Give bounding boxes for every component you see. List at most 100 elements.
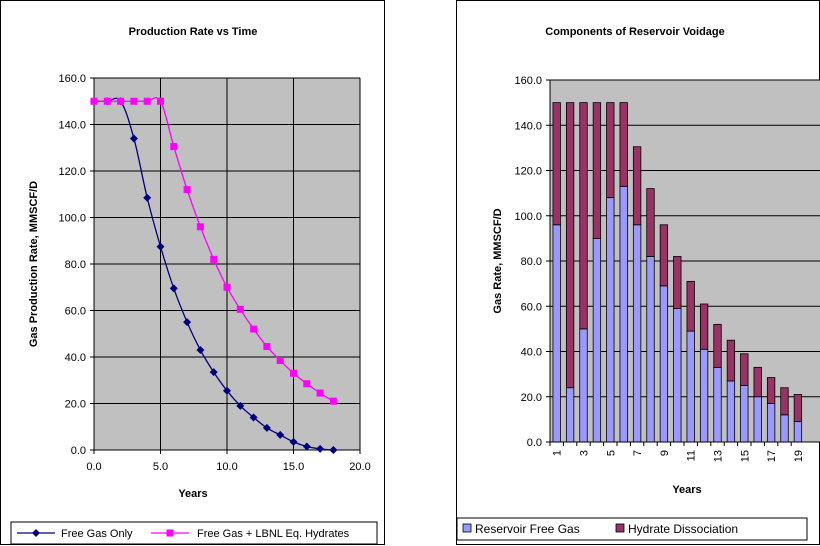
x-tick-label: 5.0 (153, 461, 168, 473)
legend-box (456, 517, 808, 541)
y-tick-label: 0.0 (527, 437, 542, 449)
data-point-series-2 (196, 223, 204, 231)
y-tick-label: 60.0 (521, 301, 542, 313)
legend: Reservoir Free Gas Hydrate Dissociation (462, 522, 738, 536)
x-tick-label: 7 (632, 450, 644, 456)
y-tick-label: 0.0 (71, 445, 86, 457)
data-point-series-2 (130, 97, 138, 105)
bar-free-gas (686, 330, 695, 443)
y-tick-label: 80.0 (65, 259, 86, 271)
bar-hydrate-dissociation (686, 280, 695, 332)
bar-hydrate-dissociation (740, 353, 749, 386)
series-group (90, 97, 338, 454)
bar-hydrate-dissociation (659, 224, 669, 287)
data-point-series-2 (236, 305, 244, 313)
legend-marker (166, 529, 174, 537)
data-point-series-1 (169, 284, 178, 293)
x-tick-label: 20.0 (349, 461, 370, 473)
bar-hydrate-dissociation (619, 102, 628, 187)
y-tick-label: 140.0 (514, 120, 542, 132)
x-tick-label: 5 (605, 450, 617, 456)
bar-free-gas (619, 185, 628, 443)
x-tick-labels: 1 3 5 7 9 11 13 15 17 19 (552, 450, 805, 462)
y-tick-label: 100.0 (58, 213, 86, 225)
bar-free-gas (740, 385, 749, 443)
data-point-series-2 (210, 255, 218, 263)
data-point-series-1 (249, 413, 258, 422)
line-chart-panel: Production Rate vs Time 0.0 20.0 40.0 60.0 8… (0, 0, 385, 545)
y-tick-label: 160.0 (58, 73, 86, 85)
bar-free-gas (780, 414, 789, 443)
bar-free-gas (766, 403, 776, 443)
x-tick-label: 0.0 (86, 461, 101, 473)
data-point-series-1 (129, 134, 138, 143)
data-point-series-2 (143, 97, 151, 105)
bar-hydrate-dissociation (646, 188, 655, 257)
x-tick-label: 10.0 (216, 461, 237, 473)
y-tick-label: 120.0 (514, 166, 542, 178)
x-tick-label: 9 (659, 450, 671, 456)
data-point-series-1 (183, 318, 192, 327)
y-tick-label: 140.0 (58, 120, 86, 132)
data-point-series-1 (143, 193, 152, 202)
data-point-series-2 (90, 97, 98, 105)
axes (90, 77, 361, 454)
bar-free-gas (659, 285, 669, 443)
y-tick-label: 20.0 (65, 399, 86, 411)
legend-label: Reservoir Free Gas (475, 522, 580, 536)
y-tick-label: 40.0 (65, 352, 86, 364)
y-tick-label: 100.0 (514, 211, 542, 223)
bar-free-gas (592, 237, 602, 443)
bar-free-gas (726, 380, 736, 443)
data-point-series-2 (276, 356, 284, 364)
data-point-series-2 (157, 97, 164, 105)
data-point-series-1 (302, 442, 311, 451)
bar-hydrate-dissociation (552, 102, 561, 226)
data-point-series-1 (156, 242, 165, 251)
x-tick-label: 19 (793, 450, 805, 462)
bar-free-gas (713, 366, 722, 443)
y-tick-label: 120.0 (58, 166, 86, 178)
bar-hydrate-dissociation (632, 146, 642, 226)
legend-label: Free Gas + LBNL Eq. Hydrates (197, 528, 350, 540)
x-tick-label: 15 (739, 450, 751, 462)
data-point-series-2 (223, 283, 231, 291)
data-point-series-2 (329, 397, 337, 405)
data-point-series-2 (263, 343, 271, 351)
bar-free-gas (579, 328, 588, 443)
x-tick-label: 1 (552, 450, 564, 456)
data-point-series-2 (250, 325, 258, 333)
bar-free-gas (699, 348, 709, 443)
x-axis-label: Years (178, 488, 207, 500)
bar-hydrate-dissociation (673, 256, 682, 309)
y-axis-label: Gas Rate, MMSCF/D (492, 208, 504, 313)
data-point-series-1 (316, 444, 325, 453)
axes (546, 79, 820, 446)
data-point-series-1 (329, 446, 338, 454)
legend-label: Free Gas Only (61, 528, 133, 540)
data-point-series-1 (209, 368, 218, 377)
data-point-series-1 (276, 430, 285, 439)
x-tick-label: 17 (766, 450, 778, 462)
y-tick-label: 40.0 (521, 347, 542, 359)
x-tick-labels: 0.0 5.0 10.0 15.0 20.0 (86, 461, 370, 473)
bar-free-gas (632, 224, 642, 443)
chart-title: Components of Reservoir Voidage (545, 26, 725, 38)
legend-swatch (462, 523, 472, 533)
data-point-series-2 (170, 143, 178, 151)
production-rate-chart: Production Rate vs Time 0.0 20.0 40.0 60.0 8… (10, 26, 378, 545)
bar-hydrate-dissociation (766, 377, 776, 404)
legend: Free Gas Only Free Gas + LBNL Eq. Hydrate… (17, 528, 350, 540)
bar-hydrate-dissociation (699, 303, 709, 350)
y-tick-label: 80.0 (521, 256, 542, 268)
bar-hydrate-dissociation (793, 394, 803, 423)
bar-free-gas (552, 224, 561, 443)
bar-hydrate-dissociation (579, 102, 588, 330)
data-point-series-2 (183, 186, 191, 194)
y-tick-labels: 0.0 20.0 40.0 60.0 80.0 100.0 120.0 140.0 160.0 (514, 75, 542, 449)
bar-hydrate-dissociation (592, 102, 602, 239)
bar-hydrate-dissociation (753, 366, 762, 398)
bar-free-gas (673, 308, 682, 443)
bar-hydrate-dissociation (713, 323, 722, 368)
data-point-series-1 (223, 386, 231, 395)
